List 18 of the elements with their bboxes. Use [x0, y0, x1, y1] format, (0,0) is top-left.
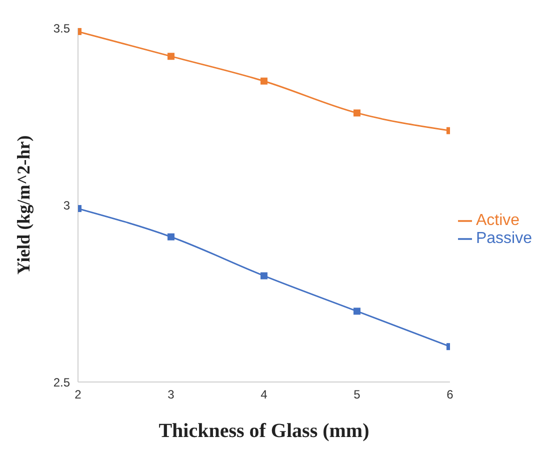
point — [167, 52, 174, 60]
x-tick-label: 2 — [74, 388, 82, 402]
x-tick-label: 4 — [260, 388, 268, 402]
point — [260, 78, 268, 85]
y-tick-label: 2.5 — [53, 375, 70, 390]
point — [353, 308, 360, 315]
x-tick-label: 6 — [446, 388, 454, 402]
legend-label: Passive — [476, 230, 532, 247]
point — [353, 109, 360, 116]
y-axis-title: Yield (kg/m^2-hr) — [13, 135, 34, 275]
legend-label: Active — [476, 212, 520, 229]
x-tick-label: 3 — [168, 388, 175, 402]
y-tick-label: 3 — [63, 198, 70, 212]
x-axis-title: Thickness of Glass (mm) — [158, 420, 370, 442]
point — [260, 272, 268, 280]
x-tick-label: 5 — [354, 388, 361, 402]
point — [167, 233, 174, 240]
y-tick-label: 3.5 — [53, 21, 70, 36]
